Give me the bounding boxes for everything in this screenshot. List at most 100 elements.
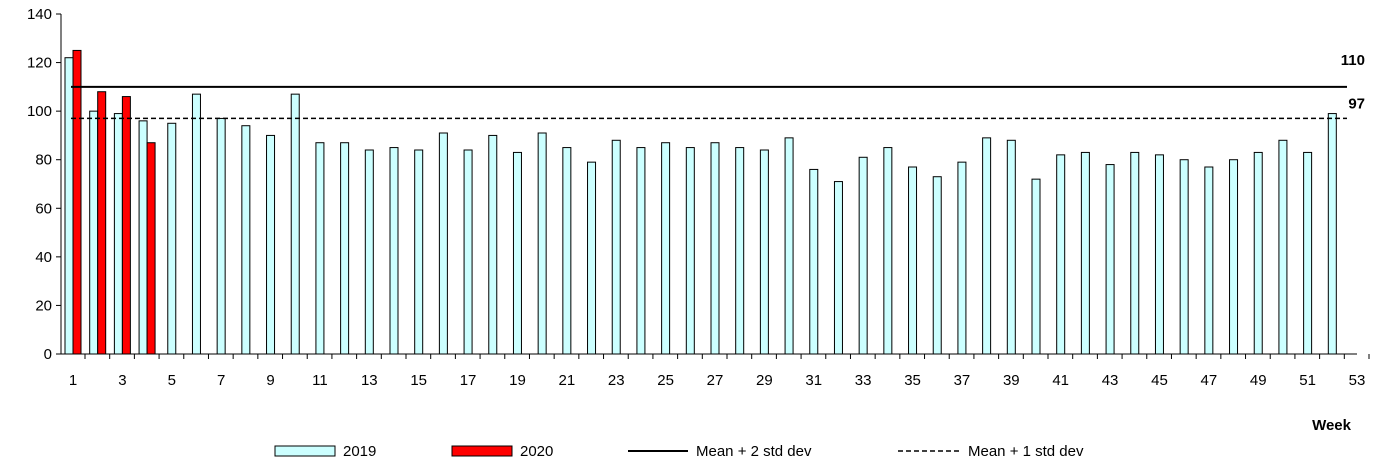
- bar-2019: [809, 168, 819, 355]
- bar-2019: [908, 166, 918, 355]
- bar-2019: [710, 142, 720, 355]
- bar-2019: [512, 151, 522, 355]
- bar-2019: [1154, 154, 1164, 355]
- bar-2019: [883, 147, 893, 355]
- bar-2019: [241, 125, 251, 355]
- bar-2019: [266, 134, 276, 355]
- bar-2019: [957, 161, 967, 355]
- bar-2019: [1204, 166, 1214, 355]
- bar-2019: [611, 139, 621, 355]
- bar-2019: [932, 176, 942, 355]
- bar-2020: [121, 96, 131, 355]
- y-axis-ticks: 0 20 40 60 80 100 120 140: [27, 6, 61, 363]
- legend-label-mean-2sd: Mean + 2 std dev: [696, 443, 812, 460]
- bar-2019: [759, 149, 769, 355]
- bar-2019: [1253, 151, 1263, 355]
- x-tick-label: 11: [312, 372, 328, 389]
- bar-2019: [315, 142, 325, 355]
- x-tick-label: 29: [756, 372, 773, 389]
- bar-2020: [146, 142, 156, 355]
- bar-2019: [113, 113, 123, 355]
- bar-2019: [1080, 151, 1090, 355]
- legend-swatch-2020: [451, 445, 513, 457]
- x-tick-label: 27: [707, 372, 724, 389]
- bar-2019: [340, 142, 350, 355]
- mean-1sd-value-label: 97: [1348, 95, 1365, 112]
- bar-2019: [1229, 159, 1239, 355]
- x-tick-label: 43: [1102, 372, 1119, 389]
- bar-2019: [364, 149, 374, 355]
- x-tick-label: 23: [608, 372, 625, 389]
- x-tick-label: 49: [1250, 372, 1267, 389]
- bar-2019: [685, 147, 695, 355]
- x-tick-label: 39: [1003, 372, 1020, 389]
- x-tick-label: 51: [1299, 372, 1316, 389]
- bar-2019: [64, 57, 74, 355]
- y-tick-label: 40: [35, 249, 52, 266]
- x-tick-label: 3: [118, 372, 126, 389]
- bar-2019: [1179, 159, 1189, 355]
- bar-2019: [661, 142, 671, 355]
- y-tick-label: 0: [44, 346, 52, 363]
- x-tick-label: 47: [1201, 372, 1218, 389]
- y-tick-label: 140: [27, 6, 52, 23]
- bar-2019: [735, 147, 745, 355]
- bar-2019: [1327, 113, 1337, 355]
- bar-2019: [438, 132, 448, 355]
- x-tick-label: 17: [460, 372, 477, 389]
- bar-2019: [167, 122, 177, 355]
- x-tick-label: 31: [805, 372, 822, 389]
- x-tick-label: 35: [904, 372, 921, 389]
- x-tick-label: 7: [217, 372, 225, 389]
- x-axis-title: Week: [1312, 417, 1352, 434]
- bar-2019: [1031, 178, 1041, 355]
- y-tick-label: 20: [35, 297, 52, 314]
- x-tick-label: 45: [1151, 372, 1168, 389]
- bar-2019: [858, 156, 868, 355]
- y-tick-label: 60: [35, 200, 52, 217]
- bar-2019: [89, 110, 99, 355]
- bar-2019: [1105, 164, 1115, 355]
- bar-2019: [982, 137, 992, 355]
- bar-2019: [414, 149, 424, 355]
- mean-2sd-value-label: 110: [1341, 52, 1365, 69]
- x-tick-label: 15: [410, 372, 427, 389]
- x-axis-ticks: 1 3 5 7 9 11 13 15 17 19 21 23 25 27 29 31 33 35 37 39 41 43 4…: [69, 354, 1370, 389]
- legend-label-mean-1sd: Mean + 1 std dev: [968, 443, 1084, 460]
- y-tick-label: 80: [35, 152, 52, 169]
- bar-2019: [1130, 151, 1140, 355]
- x-tick-label: 5: [168, 372, 176, 389]
- axes: [60, 14, 1357, 355]
- bar-2019: [138, 120, 148, 355]
- bar-2019: [833, 181, 843, 355]
- x-tick-label: 9: [266, 372, 274, 389]
- x-tick-label: 25: [657, 372, 674, 389]
- x-tick-label: 33: [855, 372, 872, 389]
- y-tick-label: 100: [27, 103, 52, 120]
- bar-2019: [290, 93, 300, 355]
- legend-label-2019: 2019: [343, 443, 376, 460]
- y-tick-label: 120: [27, 55, 52, 72]
- x-tick-label: 13: [361, 372, 378, 389]
- x-tick-label: 41: [1052, 372, 1069, 389]
- bar-2019: [537, 132, 547, 355]
- bar-2020: [72, 49, 82, 355]
- x-tick-label: 21: [559, 372, 576, 389]
- bar-2019: [1278, 139, 1288, 355]
- bar-2019: [1056, 154, 1066, 355]
- bar-2019: [562, 147, 572, 355]
- x-tick-label: 37: [954, 372, 971, 389]
- bar-2019: [1303, 151, 1313, 355]
- legend-label-2020: 2020: [520, 443, 553, 460]
- bar-2019: [784, 137, 794, 355]
- bar-2019: [191, 93, 201, 355]
- bar-2019: [488, 134, 498, 355]
- reference-lines: 110 97: [71, 52, 1365, 120]
- bar-2019: [216, 117, 226, 355]
- bar-2019: [389, 147, 399, 355]
- bar-2020: [97, 91, 107, 355]
- bar-2019: [463, 149, 473, 355]
- x-tick-label: 19: [509, 372, 526, 389]
- bars: [64, 49, 1337, 355]
